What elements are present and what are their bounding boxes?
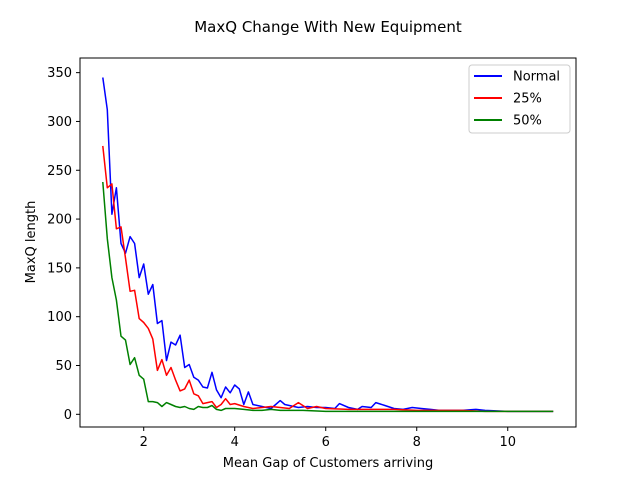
x-tick-label-2: 6 bbox=[322, 435, 330, 450]
plot-frame bbox=[79, 57, 577, 428]
y-tick-label-4: 200 bbox=[47, 213, 72, 228]
legend: Normal 25% 50% bbox=[468, 64, 571, 134]
legend-label-2: 50% bbox=[513, 114, 542, 129]
legend-label-1: 25% bbox=[513, 92, 542, 107]
legend-label-0: Normal bbox=[513, 70, 560, 85]
x-axis-label: Mean Gap of Customers arriving bbox=[223, 456, 434, 471]
x-tick-label-3: 8 bbox=[413, 435, 421, 450]
x-tick-label-4: 10 bbox=[499, 435, 516, 450]
series-line-2 bbox=[102, 181, 554, 413]
x-axis: 2 4 6 8 10 bbox=[140, 427, 516, 450]
y-tick-label-2: 100 bbox=[47, 310, 72, 325]
y-tick-label-3: 150 bbox=[47, 261, 72, 276]
y-tick-label-1: 50 bbox=[55, 359, 72, 374]
y-tick-label-7: 350 bbox=[47, 66, 72, 81]
y-axis-label: MaxQ length bbox=[24, 201, 39, 284]
x-tick-label-0: 2 bbox=[140, 435, 148, 450]
y-axis: 0 50 100 150 200 250 300 350 bbox=[47, 66, 80, 423]
legend-frame bbox=[468, 64, 571, 134]
chart-title: MaxQ Change With New Equipment bbox=[194, 18, 462, 36]
series-line-1 bbox=[102, 145, 554, 413]
y-tick-label-6: 300 bbox=[47, 115, 72, 130]
x-tick-label-1: 4 bbox=[231, 435, 239, 450]
y-tick-label-0: 0 bbox=[64, 408, 72, 423]
y-tick-label-5: 250 bbox=[47, 164, 72, 179]
series-layer bbox=[102, 77, 554, 413]
